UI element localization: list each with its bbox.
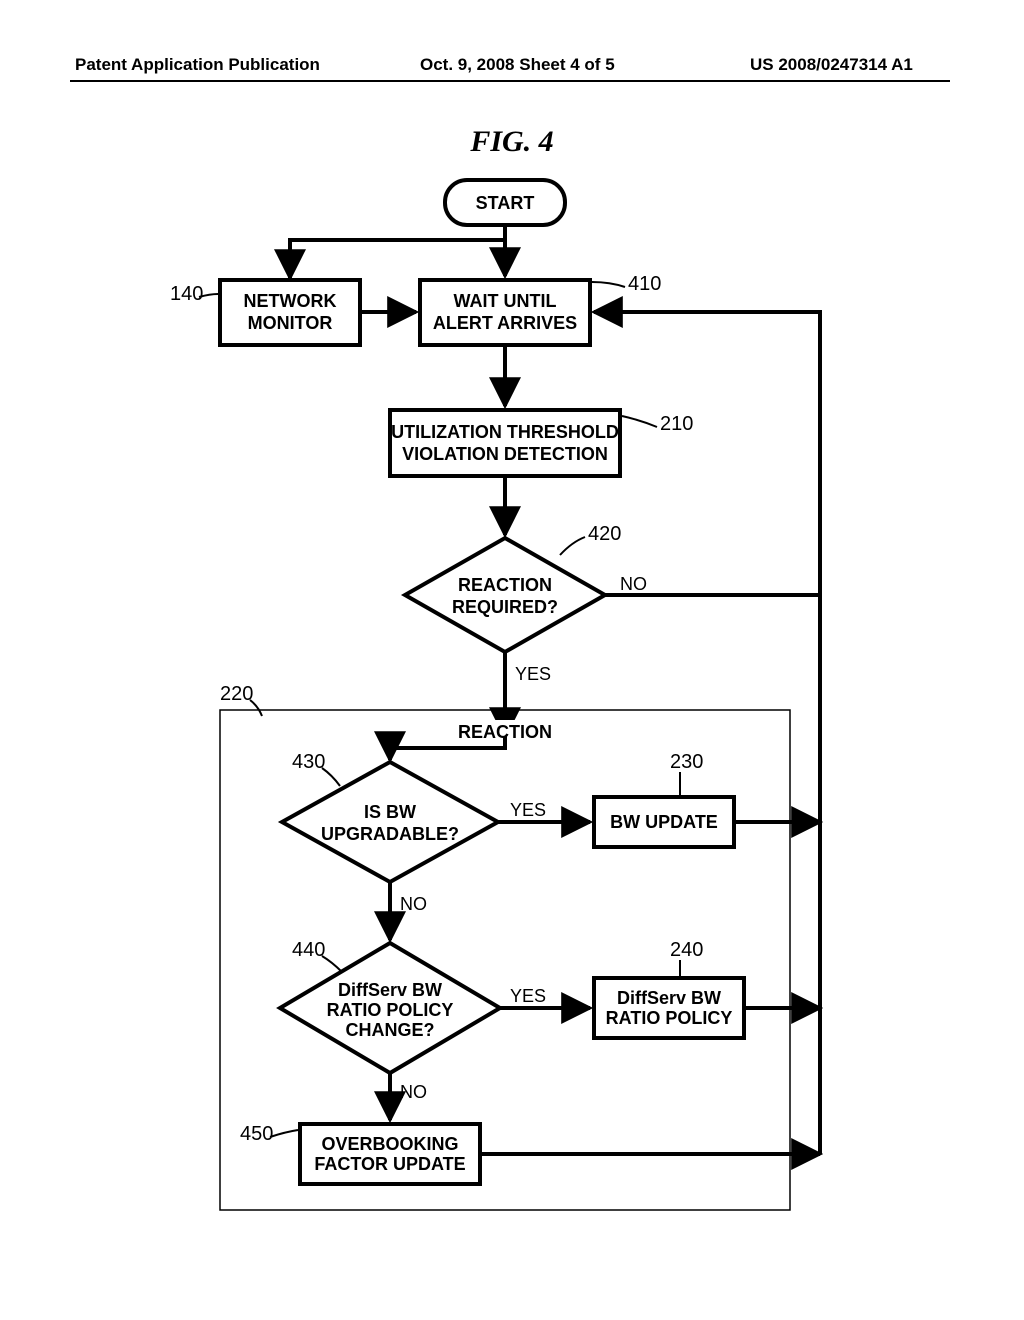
ref-440: 440 bbox=[292, 939, 325, 961]
node-start: START bbox=[445, 180, 565, 225]
edge-start-monitor bbox=[290, 240, 505, 278]
svg-text:DiffServ BW: DiffServ BW bbox=[617, 988, 721, 1008]
monitor-l2: MONITOR bbox=[248, 313, 333, 333]
svg-text:RATIO POLICY: RATIO POLICY bbox=[327, 1000, 454, 1020]
start-label: START bbox=[476, 193, 535, 213]
svg-text:NO: NO bbox=[400, 1082, 427, 1102]
monitor-l1: NETWORK bbox=[244, 291, 337, 311]
node-wait: WAIT UNTIL ALERT ARRIVES bbox=[420, 280, 590, 345]
edge-reactq-no bbox=[594, 312, 820, 595]
detect-l2: VIOLATION DETECTION bbox=[402, 444, 608, 464]
reactq-l1: REACTION bbox=[458, 575, 552, 595]
wait-l2: ALERT ARRIVES bbox=[433, 313, 577, 333]
leader-420 bbox=[560, 537, 585, 555]
svg-text:NO: NO bbox=[400, 894, 427, 914]
ref-140: 140 bbox=[170, 283, 203, 305]
leader-220 bbox=[250, 700, 262, 716]
ref-450: 450 bbox=[240, 1123, 273, 1145]
svg-text:BW UPDATE: BW UPDATE bbox=[610, 812, 718, 832]
ref-410: 410 bbox=[628, 273, 661, 295]
leader-210 bbox=[622, 416, 657, 427]
ref-210: 210 bbox=[660, 413, 693, 435]
reactq-l2: REQUIRED? bbox=[452, 597, 558, 617]
svg-text:YES: YES bbox=[510, 986, 546, 1006]
svg-text:DiffServ BW: DiffServ BW bbox=[338, 980, 442, 1000]
leader-410 bbox=[592, 282, 625, 287]
reactq-yes-label: YES bbox=[515, 664, 551, 684]
ref-220: 220 bbox=[220, 683, 253, 705]
reactq-no-label: NO bbox=[620, 574, 647, 594]
svg-text:CHANGE?: CHANGE? bbox=[346, 1020, 435, 1040]
node-reaction-required: REACTION REQUIRED? bbox=[405, 538, 605, 652]
svg-text:YES: YES bbox=[510, 800, 546, 820]
ref-420: 420 bbox=[588, 523, 621, 545]
svg-text:OVERBOOKING: OVERBOOKING bbox=[321, 1134, 458, 1154]
detect-l1: UTILIZATION THRESHOLD bbox=[391, 422, 619, 442]
wait-l1: WAIT UNTIL bbox=[454, 291, 557, 311]
ref-240: 240 bbox=[670, 939, 703, 961]
svg-text:UPGRADABLE?: UPGRADABLE? bbox=[321, 824, 459, 844]
ref-430: 430 bbox=[292, 751, 325, 773]
node-detect: UTILIZATION THRESHOLD VIOLATION DETECTIO… bbox=[390, 410, 620, 476]
svg-text:IS BW: IS BW bbox=[364, 802, 416, 822]
svg-text:RATIO POLICY: RATIO POLICY bbox=[606, 1008, 733, 1028]
node-network-monitor: NETWORK MONITOR bbox=[220, 280, 360, 345]
svg-text:FACTOR UPDATE: FACTOR UPDATE bbox=[314, 1154, 465, 1174]
flowchart: START NETWORK MONITOR 140 WAIT UNTIL ALE… bbox=[0, 0, 1024, 1320]
ref-230: 230 bbox=[670, 751, 703, 773]
